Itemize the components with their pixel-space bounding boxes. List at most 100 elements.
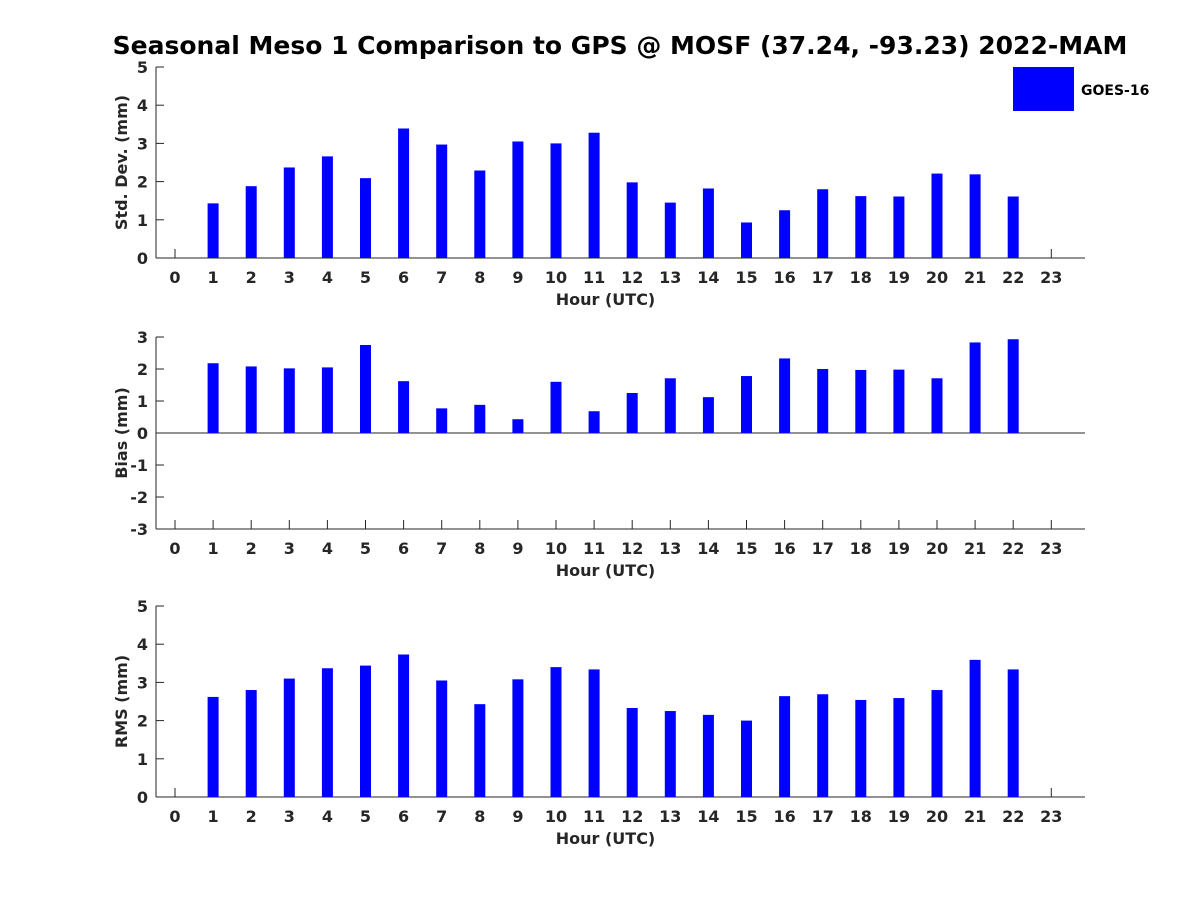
x-tick-label: 3 bbox=[284, 807, 295, 826]
bar-hour-4 bbox=[321, 156, 333, 258]
bar-hour-20 bbox=[931, 690, 943, 797]
x-tick-label: 22 bbox=[1002, 539, 1024, 558]
bar-hour-10 bbox=[550, 381, 562, 433]
x-tick-label: 3 bbox=[284, 268, 295, 287]
bar-hour-17 bbox=[817, 694, 829, 797]
y-tick-label: -2 bbox=[130, 488, 148, 507]
bar-hour-5 bbox=[360, 665, 371, 797]
x-tick-label: 4 bbox=[322, 539, 333, 558]
bar-hour-5 bbox=[360, 345, 371, 433]
x-tick-label: 22 bbox=[1002, 807, 1024, 826]
bar-hour-3 bbox=[283, 678, 295, 797]
bar-hour-9 bbox=[512, 419, 524, 433]
bar-hour-14 bbox=[702, 188, 714, 258]
x-tick-label: 16 bbox=[773, 539, 795, 558]
x-tick-label: 22 bbox=[1002, 268, 1024, 287]
y-tick-label: 5 bbox=[137, 597, 148, 616]
x-tick-label: 14 bbox=[697, 268, 719, 287]
bar-hour-18 bbox=[855, 699, 867, 797]
bar-hour-11 bbox=[588, 669, 600, 797]
x-tick-label: 18 bbox=[850, 807, 872, 826]
y-tick-label: 4 bbox=[137, 96, 148, 115]
y-tick-label: 2 bbox=[137, 173, 148, 192]
y-tick-label: 2 bbox=[137, 712, 148, 731]
x-tick-label: 4 bbox=[322, 807, 333, 826]
x-tick-label: 0 bbox=[169, 539, 180, 558]
x-tick-label: 4 bbox=[322, 268, 333, 287]
bar-hour-10 bbox=[550, 667, 562, 797]
x-tick-label: 6 bbox=[398, 268, 409, 287]
bar-hour-3 bbox=[283, 368, 295, 433]
x-tick-label: 2 bbox=[246, 268, 257, 287]
bar-hour-15 bbox=[741, 720, 752, 797]
bar-hour-16 bbox=[779, 696, 791, 797]
x-tick-label: 2 bbox=[246, 539, 257, 558]
x-tick-label: 11 bbox=[583, 268, 605, 287]
bar-hour-8 bbox=[474, 704, 486, 797]
bar-hour-13 bbox=[664, 378, 676, 433]
x-tick-label: 12 bbox=[621, 268, 643, 287]
y-tick-label: 1 bbox=[137, 750, 148, 769]
y-tick-label: -1 bbox=[130, 456, 148, 475]
x-tick-label: 13 bbox=[659, 539, 681, 558]
x-tick-label: 15 bbox=[735, 539, 757, 558]
x-tick-label: 13 bbox=[659, 268, 681, 287]
bar-hour-11 bbox=[588, 132, 600, 258]
bar-hour-22 bbox=[1007, 196, 1019, 258]
y-tick-label: 1 bbox=[137, 211, 148, 230]
bar-hour-8 bbox=[474, 404, 486, 433]
x-tick-label: 0 bbox=[169, 268, 180, 287]
bar-hour-7 bbox=[436, 408, 448, 433]
y-tick-label: 4 bbox=[137, 635, 148, 654]
x-tick-label: 23 bbox=[1040, 539, 1062, 558]
x-tick-label: 10 bbox=[545, 539, 567, 558]
bar-hour-14 bbox=[702, 714, 714, 797]
bar-hour-15 bbox=[741, 222, 752, 258]
y-tick-label: 1 bbox=[137, 392, 148, 411]
bar-hour-17 bbox=[817, 369, 829, 433]
y-tick-label: 0 bbox=[137, 424, 148, 443]
y-tick-label: 3 bbox=[137, 673, 148, 692]
x-tick-label: 10 bbox=[545, 268, 567, 287]
bar-hour-1 bbox=[207, 696, 219, 797]
y-tick-label: 0 bbox=[137, 788, 148, 807]
x-tick-label: 21 bbox=[964, 268, 986, 287]
x-tick-label: 7 bbox=[436, 807, 447, 826]
chart-title: Seasonal Meso 1 Comparison to GPS @ MOSF… bbox=[113, 31, 1128, 60]
bar-hour-2 bbox=[245, 366, 257, 433]
x-tick-label: 8 bbox=[474, 807, 485, 826]
x-tick-label: 18 bbox=[850, 539, 872, 558]
bar-hour-4 bbox=[321, 367, 333, 433]
bar-hour-21 bbox=[969, 342, 981, 433]
bar-hour-2 bbox=[245, 690, 257, 797]
x-tick-label: 20 bbox=[926, 539, 948, 558]
bar-hour-19 bbox=[893, 698, 905, 797]
x-tick-label: 13 bbox=[659, 807, 681, 826]
bar-hour-6 bbox=[398, 128, 410, 258]
x-tick-label: 11 bbox=[583, 807, 605, 826]
bar-hour-9 bbox=[512, 141, 524, 258]
bar-hour-5 bbox=[360, 178, 371, 258]
x-tick-label: 11 bbox=[583, 539, 605, 558]
x-tick-label: 9 bbox=[512, 268, 523, 287]
x-tick-label: 19 bbox=[888, 807, 910, 826]
y-axis-label: RMS (mm) bbox=[112, 655, 131, 748]
x-tick-label: 8 bbox=[474, 539, 485, 558]
x-tick-label: 23 bbox=[1040, 807, 1062, 826]
x-tick-label: 2 bbox=[246, 807, 257, 826]
bar-hour-12 bbox=[626, 182, 638, 258]
x-tick-label: 15 bbox=[735, 268, 757, 287]
bar-hour-3 bbox=[283, 167, 295, 258]
y-tick-label: 3 bbox=[137, 328, 148, 347]
bar-hour-7 bbox=[436, 680, 448, 797]
bar-hour-1 bbox=[207, 203, 219, 258]
x-tick-label: 3 bbox=[284, 539, 295, 558]
legend: GOES-16 bbox=[1013, 67, 1149, 111]
bar-hour-12 bbox=[626, 707, 638, 797]
x-tick-label: 16 bbox=[773, 268, 795, 287]
bar-hour-20 bbox=[931, 173, 943, 258]
x-tick-label: 21 bbox=[964, 539, 986, 558]
